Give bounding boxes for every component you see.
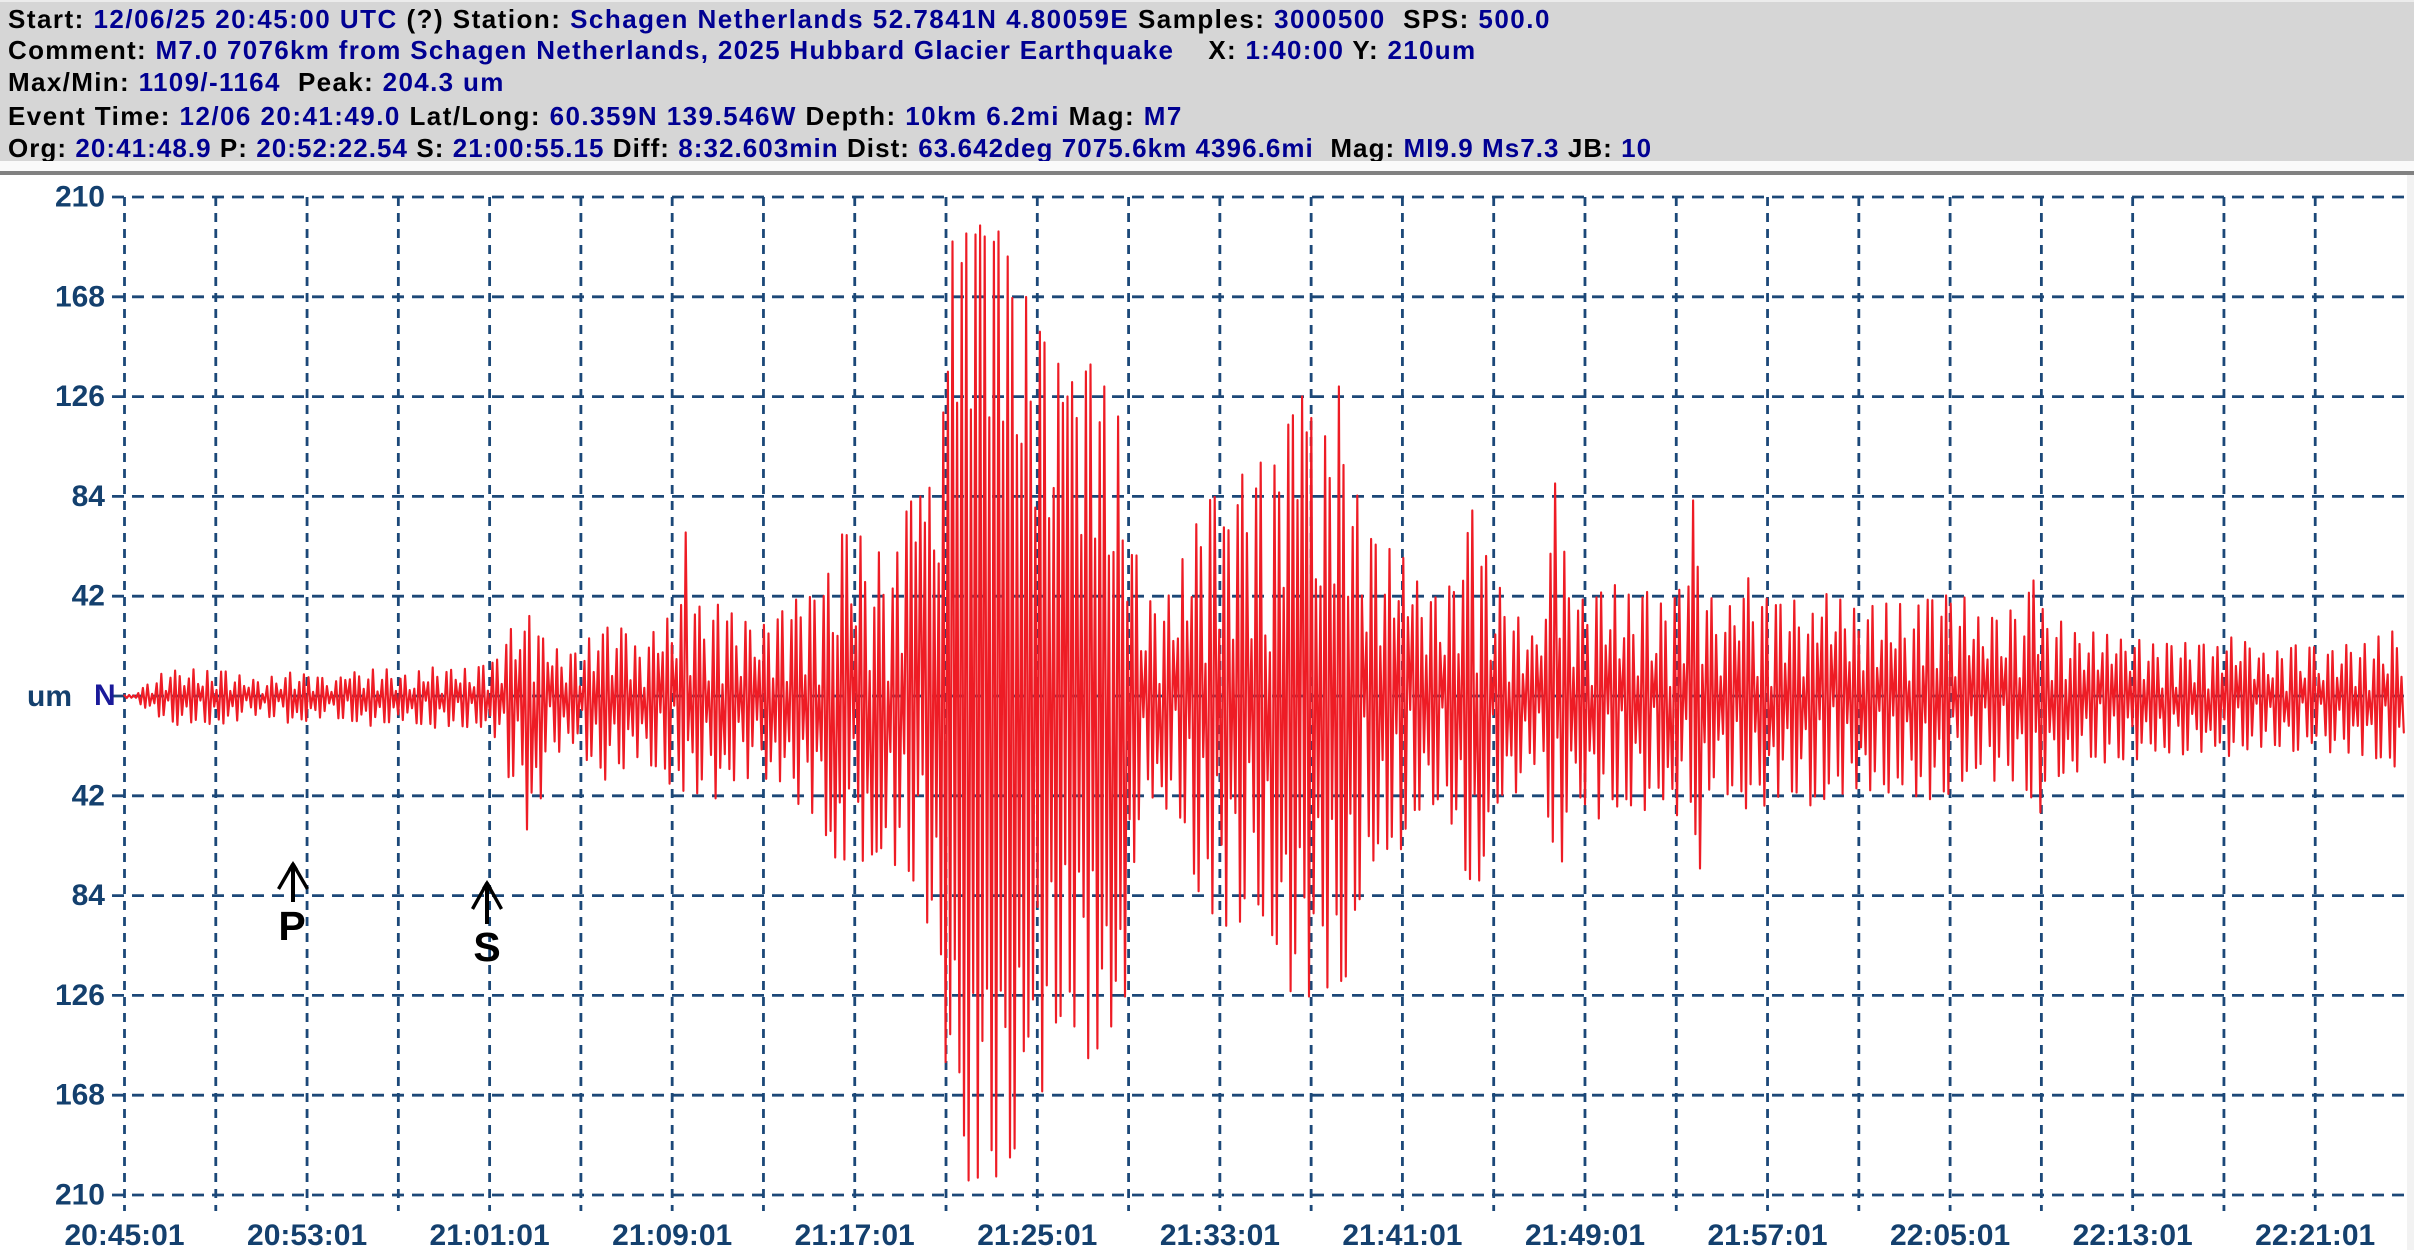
svg-text:22:05:01: 22:05:01 [1890, 1219, 2010, 1250]
svg-text:22:13:01: 22:13:01 [2073, 1219, 2193, 1250]
svg-text:21:01:01: 21:01:01 [430, 1219, 550, 1250]
svg-text:20:45:01: 20:45:01 [64, 1219, 184, 1250]
svg-text:N: N [94, 679, 116, 712]
svg-text:84: 84 [72, 879, 106, 912]
svg-text:168: 168 [55, 1079, 105, 1112]
svg-text:42: 42 [72, 580, 105, 613]
svg-text:126: 126 [55, 380, 105, 413]
svg-text:S: S [473, 924, 500, 970]
svg-text:21:17:01: 21:17:01 [795, 1219, 915, 1250]
svg-text:210: 210 [55, 1179, 105, 1212]
svg-text:210: 210 [55, 181, 105, 214]
svg-text:22:21:01: 22:21:01 [2255, 1219, 2375, 1250]
svg-text:21:09:01: 21:09:01 [612, 1219, 732, 1250]
svg-text:21:41:01: 21:41:01 [1342, 1219, 1462, 1250]
svg-text:P: P [278, 903, 305, 949]
svg-text:21:33:01: 21:33:01 [1160, 1219, 1280, 1250]
svg-text:21:25:01: 21:25:01 [977, 1219, 1097, 1250]
svg-text:168: 168 [55, 280, 105, 313]
svg-text:21:57:01: 21:57:01 [1707, 1219, 1827, 1250]
svg-text:42: 42 [72, 779, 105, 812]
svg-text:21:49:01: 21:49:01 [1525, 1219, 1645, 1250]
svg-text:20:53:01: 20:53:01 [247, 1219, 367, 1250]
svg-text:126: 126 [55, 979, 105, 1012]
svg-text:84: 84 [72, 480, 106, 513]
svg-text:um: um [27, 680, 72, 713]
